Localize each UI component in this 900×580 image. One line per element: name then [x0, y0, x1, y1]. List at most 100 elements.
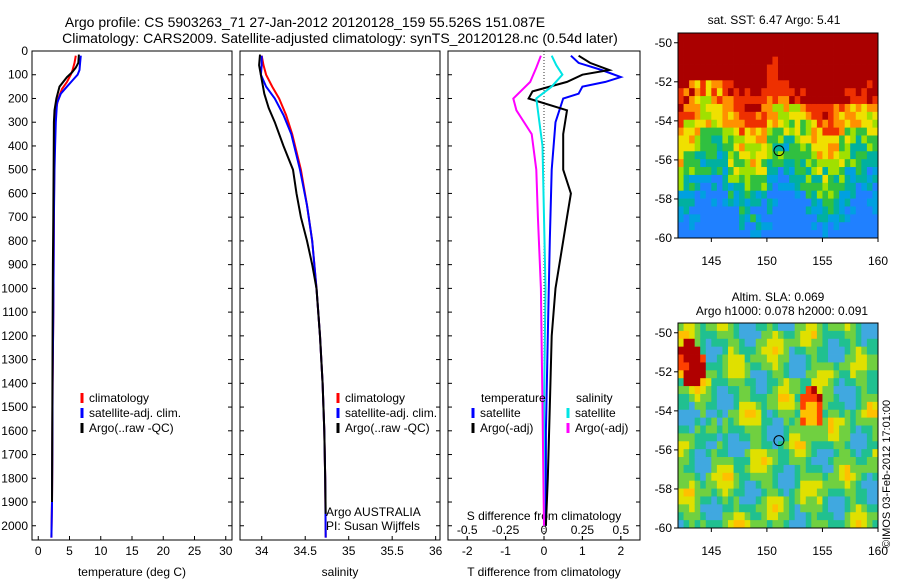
- heatmap-cell: [733, 504, 740, 513]
- heatmap-cell: [822, 386, 829, 395]
- heatmap-cell: [816, 72, 823, 81]
- heatmap-cell: [733, 472, 740, 482]
- heatmap-cell: [733, 127, 740, 136]
- heatmap-cell: [816, 401, 823, 411]
- heatmap-cell: [833, 386, 840, 395]
- heatmap-cell: [683, 119, 690, 129]
- heatmap-cell: [716, 417, 723, 426]
- y-tick-label: 1200: [1, 329, 28, 343]
- heatmap-cell: [850, 230, 857, 239]
- heatmap-cell: [689, 338, 696, 348]
- heatmap-cell: [800, 504, 807, 513]
- heatmap-cell: [783, 354, 790, 363]
- heatmap-cell: [678, 417, 684, 426]
- heatmap-cell: [694, 480, 701, 489]
- heatmap-cell: [833, 393, 840, 403]
- heatmap-cell: [766, 72, 773, 81]
- x-tick-label: 15: [125, 544, 139, 558]
- heatmap-cell: [861, 174, 868, 184]
- heatmap-cell: [866, 393, 873, 403]
- heatmap-cell: [828, 48, 834, 58]
- heatmap-cell: [722, 338, 729, 348]
- heatmap-cell: [739, 167, 746, 176]
- heatmap-cell: [716, 190, 723, 199]
- heatmap-cell: [705, 111, 712, 121]
- heatmap-cell: [761, 64, 768, 73]
- heatmap-cell: [755, 488, 762, 497]
- heatmap-cell: [755, 190, 762, 199]
- heatmap-cell: [816, 338, 823, 348]
- heatmap-cell: [872, 393, 879, 403]
- heatmap-cell: [711, 433, 718, 442]
- heatmap-cell: [766, 472, 773, 482]
- heatmap-cell: [689, 433, 696, 442]
- heatmap-cell: [700, 480, 707, 489]
- legend-label: satellite-adj. clim.: [345, 406, 437, 420]
- heatmap-cell: [755, 338, 762, 348]
- heatmap-cell: [800, 151, 807, 160]
- heatmap-cell: [744, 143, 751, 152]
- y-tick-label: 300: [8, 115, 28, 129]
- heatmap-cell: [694, 417, 701, 426]
- heatmap-cell: [728, 230, 734, 239]
- heatmap-cell: [850, 159, 857, 168]
- heatmap-cell: [861, 354, 868, 363]
- heatmap-cell: [783, 56, 790, 65]
- heatmap-cell: [716, 159, 723, 168]
- heatmap-cell: [739, 480, 746, 489]
- heatmap-cell: [772, 401, 779, 411]
- heatmap-cell: [800, 206, 807, 215]
- heatmap-cell: [722, 96, 729, 105]
- heatmap-cell: [750, 222, 757, 231]
- heatmap-cell: [783, 64, 790, 73]
- heatmap-cell: [683, 449, 690, 458]
- heatmap-cell: [711, 480, 718, 489]
- heatmap-cell: [755, 386, 762, 395]
- heatmap-cell: [844, 488, 851, 497]
- heatmap-cell: [850, 401, 857, 411]
- x-tick-label: 25: [188, 544, 202, 558]
- heatmap-cell: [828, 425, 834, 434]
- heatmap-cell: [861, 72, 868, 81]
- heatmap-cell: [728, 103, 734, 113]
- heatmap-cell: [839, 135, 846, 144]
- heatmap-cell: [678, 354, 684, 363]
- heatmap-cell: [761, 338, 768, 348]
- heatmap-cell: [766, 88, 773, 97]
- heatmap-cell: [739, 151, 746, 160]
- heatmap-cell: [872, 346, 879, 355]
- heatmap-cell: [844, 167, 851, 176]
- heatmap-cell: [694, 457, 701, 466]
- heatmap-cell: [861, 103, 868, 113]
- heatmap-cell: [822, 401, 829, 411]
- heatmap-cell: [755, 230, 762, 239]
- heatmap-cell: [694, 386, 701, 395]
- heatmap-cell: [789, 504, 796, 513]
- heatmap-cell: [722, 362, 729, 371]
- heatmap-cell: [733, 457, 740, 466]
- heatmap-cell: [772, 111, 779, 121]
- heatmap-cell: [839, 206, 846, 215]
- heatmap-cell: [800, 103, 807, 113]
- heatmap-cell: [694, 330, 701, 340]
- heatmap-cell: [872, 33, 879, 42]
- plot-frame: [31, 50, 233, 541]
- heatmap-cell: [828, 370, 834, 379]
- heatmap-cell: [722, 48, 729, 58]
- heatmap-cell: [828, 338, 834, 348]
- y-tick-label: -56: [655, 443, 673, 457]
- heatmap-cell: [833, 417, 840, 426]
- heatmap-cell: [850, 127, 857, 136]
- heatmap-cell: [822, 512, 829, 521]
- heatmap-cell: [794, 472, 801, 482]
- heatmap-cell: [728, 48, 734, 58]
- heatmap-cell: [766, 111, 773, 121]
- heatmap-cell: [761, 127, 768, 136]
- heatmap-cell: [744, 409, 751, 419]
- heatmap-cell: [716, 346, 723, 355]
- heatmap-cell: [722, 393, 729, 403]
- heatmap-cell: [839, 48, 846, 58]
- heatmap-cell: [794, 198, 801, 207]
- heatmap-cell: [716, 111, 723, 121]
